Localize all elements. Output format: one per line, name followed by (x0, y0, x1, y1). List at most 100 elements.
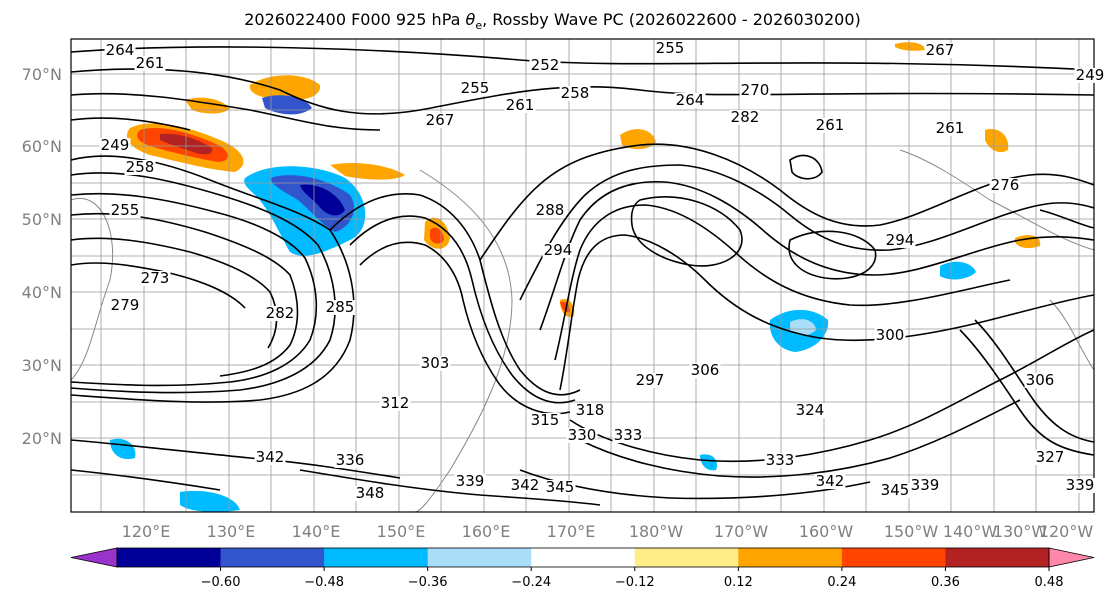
colorbar: −0.60 −0.48 −0.36 −0.24 −0.12 0.12 0.24 0.36 0.4… (70, 547, 1095, 590)
contour-label: 339 (911, 476, 940, 494)
contour-label: 342 (511, 476, 540, 494)
theta-symbol: θ (465, 10, 476, 29)
contour-label: 303 (421, 354, 450, 372)
contour-label-bg (814, 474, 846, 489)
contour-label: 255 (111, 201, 140, 219)
contour-label: 261 (816, 116, 845, 134)
contour-label: 318 (576, 401, 605, 419)
contour-label-bg (542, 243, 574, 258)
colorbar-tick-label: 0.36 (931, 575, 960, 590)
contour-label: 258 (126, 158, 155, 176)
contour-label: 315 (531, 411, 560, 429)
lon-label-170e: 170°E (547, 522, 596, 541)
plot-title: 2026022400 F000 925 hPa θe, Rossby Wave … (0, 10, 1105, 32)
contour-label-bg (124, 160, 156, 175)
contour-label-bg (764, 453, 796, 468)
contour-label: 312 (381, 394, 410, 412)
contour-label-bg (264, 306, 296, 321)
lon-label-150e: 150°E (377, 522, 426, 541)
contour-label-bg (689, 363, 721, 378)
contour-label: 276 (991, 176, 1020, 194)
contour-label: 333 (614, 426, 643, 444)
contour-label-bg (354, 486, 386, 501)
contour-label: 294 (544, 241, 573, 259)
colorbar-tick-label: −0.12 (615, 575, 655, 590)
contour-label: 258 (561, 84, 590, 102)
contour-label: 345 (881, 481, 910, 499)
contour-label: 348 (356, 484, 385, 502)
contour-label: 264 (676, 91, 705, 109)
lat-label-40n: 40°N (22, 283, 62, 302)
colorbar-tick-label: 0.24 (827, 575, 856, 590)
contour-label: 297 (636, 371, 665, 389)
lon-label-140e: 140°E (292, 522, 341, 541)
contour-label-bg (814, 118, 846, 133)
contour-label-bg (139, 271, 171, 286)
contour-label-bg (504, 98, 536, 113)
contour-label-bg (529, 58, 561, 73)
colorbar-segment (220, 548, 325, 567)
contour-label-bg (529, 413, 561, 428)
contour-label-bg (909, 478, 941, 493)
colorbar-extend-min (70, 547, 118, 568)
contour-label-bg (924, 43, 956, 58)
contour-label-bg (612, 428, 644, 443)
latitude-labels: 20°N 30°N 40°N 50°N 60°N 70°N (22, 65, 62, 448)
lon-label-170w: 170°W (714, 522, 769, 541)
map-frame (70, 38, 1095, 513)
colorbar-frame (116, 547, 1050, 568)
lon-label-120e: 120°E (122, 522, 171, 541)
colorbar-segment (945, 548, 1050, 567)
contour-label-bg (1034, 450, 1066, 465)
contour-label-bg (874, 328, 906, 343)
contour-label: 339 (1066, 476, 1095, 494)
lon-label-180w: 180°W (629, 522, 684, 541)
anomaly-positive (430, 227, 444, 244)
contour-label-bg (559, 86, 591, 101)
colorbar-tick-label: −0.36 (408, 575, 448, 590)
lat-label-50n: 50°N (22, 210, 62, 229)
contour-label: 288 (536, 201, 565, 219)
contour-label: 333 (766, 451, 795, 469)
contour-label-bg (424, 113, 456, 128)
contour-label: 336 (336, 451, 365, 469)
contour-label-bg (109, 298, 141, 313)
contour-label: 270 (741, 81, 770, 99)
contour-label: 267 (926, 41, 955, 59)
contour-label: 273 (141, 269, 170, 287)
contour-label-bg (134, 56, 166, 71)
contour-label-bg (324, 300, 356, 315)
contour-label-bg (104, 43, 136, 58)
colorbar-segment (117, 548, 222, 567)
contour-label-bg (99, 138, 131, 153)
contour-label-bg (879, 483, 911, 498)
longitude-labels: 120°E 130°E 140°E 150°E 160°E 170°E 180°… (122, 522, 1094, 541)
lon-label-160w: 160°W (799, 522, 854, 541)
theta-subscript: e (475, 19, 483, 33)
lat-label-30n: 30°N (22, 356, 62, 375)
colorbar-segment (634, 548, 739, 567)
contour-label: 345 (546, 478, 575, 496)
contour-label: 324 (796, 401, 825, 419)
lon-label-130e: 130°E (207, 522, 256, 541)
lon-label-130w: 130°W (993, 522, 1048, 541)
colorbar-tick-label: −0.60 (201, 575, 241, 590)
contour-label: 294 (886, 231, 915, 249)
colorbar-segment (841, 548, 946, 567)
contour-label-bg (634, 373, 666, 388)
anomaly-negative (180, 490, 240, 512)
contour-label: 330 (568, 426, 597, 444)
map-content (71, 39, 1094, 512)
contour-label: 342 (816, 472, 845, 490)
contour-label-bg (574, 403, 606, 418)
contour-label: 249 (1076, 66, 1105, 84)
contour-label: 261 (506, 96, 535, 114)
contour-label-bg (534, 203, 566, 218)
contour-label: 306 (1026, 371, 1055, 389)
contour-label: 279 (111, 296, 140, 314)
colorbar-segment (324, 548, 429, 567)
colorbar-tick-label: −0.24 (511, 575, 551, 590)
anomaly-positive (330, 163, 405, 180)
